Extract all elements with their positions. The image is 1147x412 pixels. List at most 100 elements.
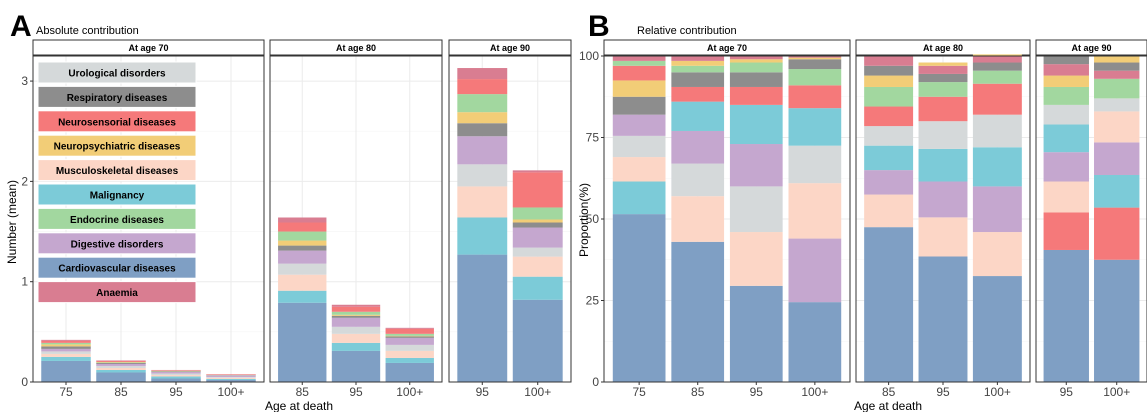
bar-segment-malignancy xyxy=(729,104,783,145)
bar-segment-malignancy xyxy=(385,357,434,363)
bar-segment-respiratory-diseases xyxy=(671,72,725,87)
bar-segment-neurosensorial-diseases xyxy=(278,222,327,232)
bar-segment-anaemia xyxy=(385,327,434,329)
bar-segment-musculoskeletal-diseases xyxy=(788,183,842,239)
bar-segment-endocrine-diseases xyxy=(278,231,327,241)
y-tick-label: 50 xyxy=(586,212,600,226)
legend-label: Respiratory diseases xyxy=(67,93,168,104)
bar-segment-urological-disorders xyxy=(331,326,381,334)
bar-segment-urological-disorders xyxy=(41,351,91,354)
bar-segment-neurosensorial-diseases xyxy=(788,85,842,109)
bar-segment-endocrine-diseases xyxy=(788,69,842,86)
bar-segment-cardiovascular-diseases xyxy=(729,285,783,382)
bar-segment-neurosensorial-diseases xyxy=(918,96,968,122)
bar-segment-neuropsychiatric-diseases xyxy=(457,112,508,124)
facet-strip xyxy=(855,39,1031,56)
bar-stack-85 xyxy=(96,360,146,382)
bar-segment-neurosensorial-diseases xyxy=(512,172,563,208)
bar-segment-digestive-disorders xyxy=(512,227,563,248)
legend-item-cardiovascular-diseases: Cardiovascular diseases xyxy=(37,256,197,279)
bar-segment-musculoskeletal-diseases xyxy=(1094,111,1140,143)
bar-segment-urological-disorders xyxy=(788,145,842,184)
bar-segment-musculoskeletal-diseases xyxy=(612,157,666,182)
bar-segment-digestive-disorders xyxy=(671,130,725,164)
bar-segment-neuropsychiatric-diseases xyxy=(612,80,666,97)
bar-segment-neuropsychiatric-diseases xyxy=(729,59,783,63)
panel-a-x-axis-title: Age at death xyxy=(265,399,333,412)
legend-swatch xyxy=(37,134,197,157)
bar-segment-digestive-disorders xyxy=(385,337,434,345)
bar-segment-digestive-disorders xyxy=(1043,152,1089,182)
bar-segment-respiratory-diseases xyxy=(278,245,327,251)
bar-segment-urological-disorders xyxy=(864,126,914,146)
panel-a-y-axis-title: Number (mean) xyxy=(5,180,19,264)
x-tick-label: 85 xyxy=(296,385,310,399)
legend-item-respiratory-diseases: Respiratory diseases xyxy=(37,85,197,108)
bar-segment-cardiovascular-diseases xyxy=(96,372,146,382)
bar-segment-anaemia xyxy=(671,56,725,61)
panel-b-letter: B xyxy=(588,10,610,43)
bar-segment-anaemia xyxy=(512,170,563,173)
facet-title: At age 80 xyxy=(923,43,963,53)
panel-border xyxy=(32,55,265,383)
bar-stack-95 xyxy=(918,62,968,382)
bar-segment-digestive-disorders xyxy=(278,250,327,264)
legend-item-malignancy: Malignancy xyxy=(37,183,197,206)
bar-segment-musculoskeletal-diseases xyxy=(1043,181,1089,213)
x-tick-label: 100+ xyxy=(217,385,244,399)
bar-stack-75 xyxy=(612,56,666,382)
bar-segment-endocrine-diseases xyxy=(96,361,146,363)
bar-segment-respiratory-diseases xyxy=(1094,62,1140,71)
bar-segment-musculoskeletal-diseases xyxy=(918,217,968,257)
bar-segment-neuropsychiatric-diseases xyxy=(1094,56,1140,63)
legend-item-neurosensorial-diseases: Neurosensorial diseases xyxy=(37,110,197,133)
bar-segment-endocrine-diseases xyxy=(612,60,666,66)
bar-segment-neuropsychiatric-diseases xyxy=(788,57,842,60)
bar-segment-endocrine-diseases xyxy=(41,342,91,345)
bar-stack-85 xyxy=(278,217,327,382)
bar-segment-respiratory-diseases xyxy=(972,62,1022,71)
legend-item-endocrine-diseases: Endocrine diseases xyxy=(37,207,197,230)
panel-b-x-axis-title: Age at death xyxy=(854,399,922,412)
bar-segment-neuropsychiatric-diseases xyxy=(671,60,725,66)
panel-border xyxy=(269,55,443,383)
x-tick-label: 95 xyxy=(476,385,490,399)
bar-segment-malignancy xyxy=(206,378,256,380)
bar-segment-cardiovascular-diseases xyxy=(788,302,842,382)
bar-segment-cardiovascular-diseases xyxy=(457,254,508,382)
x-tick-label: 100+ xyxy=(984,385,1011,399)
bar-segment-musculoskeletal-diseases xyxy=(972,232,1022,277)
y-tick-label: 100 xyxy=(579,49,599,63)
bar-stack-85 xyxy=(864,56,914,382)
bar-segment-anaemia xyxy=(729,56,783,60)
legend-item-urological-disorders: Urological disorders xyxy=(37,61,197,84)
x-tick-label: 95 xyxy=(1060,385,1074,399)
bar-stack-100 xyxy=(512,170,563,382)
legend: Urological disorders Respiratory diseases… xyxy=(37,61,197,304)
bar-segment-malignancy xyxy=(1043,124,1089,153)
bar-segment-urological-disorders xyxy=(151,373,201,375)
bar-segment-anaemia xyxy=(788,56,842,58)
panel-a-letter: A xyxy=(10,10,32,43)
bar-segment-neurosensorial-diseases xyxy=(96,360,146,362)
bar-segment-malignancy xyxy=(972,147,1022,187)
bar-stack-95 xyxy=(457,68,508,382)
x-tick-label: 95 xyxy=(936,385,950,399)
bar-segment-respiratory-diseases xyxy=(512,222,563,228)
bar-segment-anaemia xyxy=(918,65,968,74)
bar-segment-digestive-disorders xyxy=(457,136,508,165)
bar-segment-endocrine-diseases xyxy=(729,62,783,73)
bar-segment-respiratory-diseases xyxy=(41,346,91,349)
bar-segment-musculoskeletal-diseases xyxy=(864,194,914,228)
bar-segment-musculoskeletal-diseases xyxy=(385,350,434,358)
facet-strip xyxy=(603,39,851,56)
y-tick-label: 25 xyxy=(586,294,600,308)
bar-segment-malignancy xyxy=(612,181,666,215)
facet-a-at-age-80: At age 80 85 95 100+ xyxy=(269,39,443,399)
bar-segment-anaemia xyxy=(331,304,381,307)
bar-segment-anaemia xyxy=(96,360,146,361)
facet-a-at-age-90: At age 90 95 100+ xyxy=(448,39,572,399)
bar-segment-neurosensorial-diseases xyxy=(729,86,783,105)
bar-stack-75 xyxy=(41,339,91,382)
bar-segment-malignancy xyxy=(671,101,725,131)
